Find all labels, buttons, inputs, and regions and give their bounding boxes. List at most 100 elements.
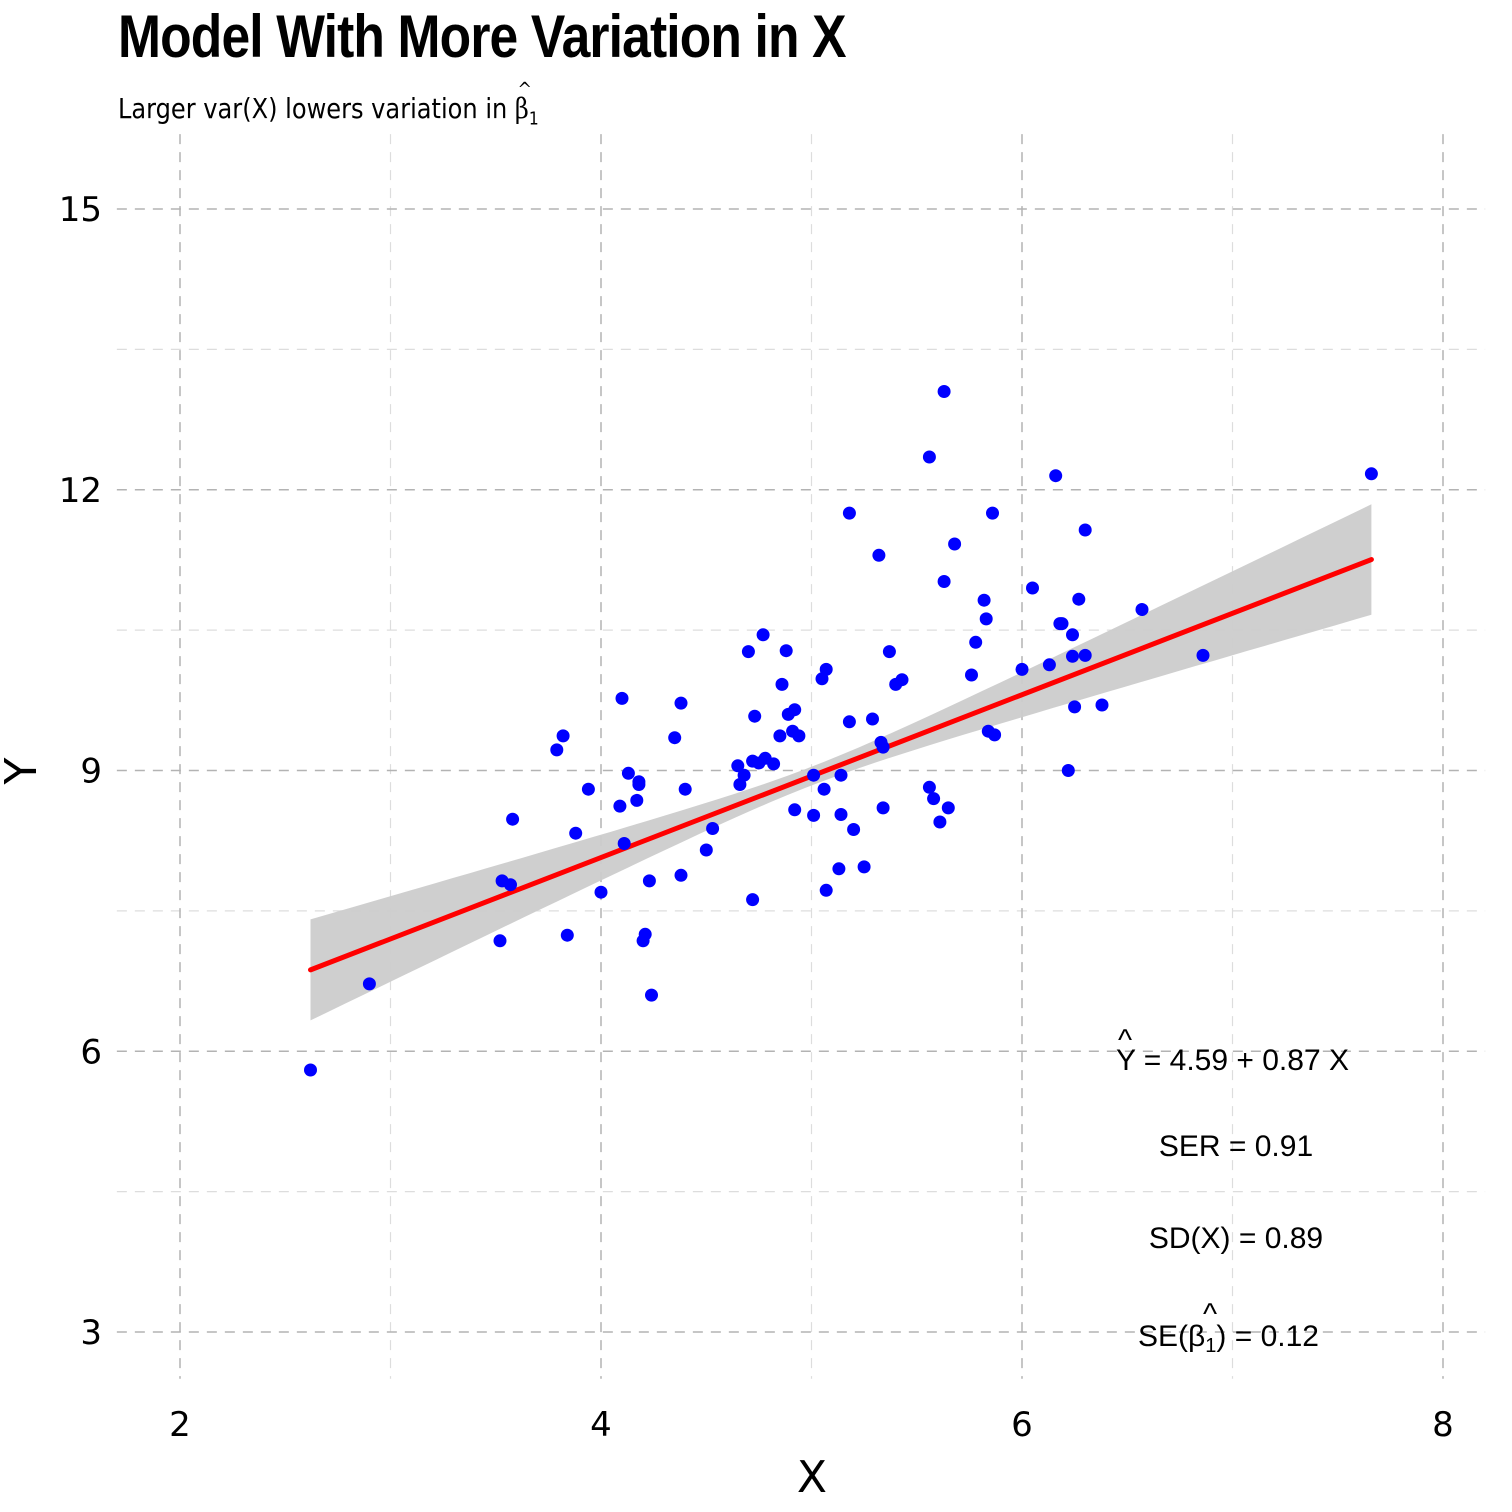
regression-line: [308, 557, 1374, 973]
y-tick-label-1: 6: [80, 1032, 102, 1072]
subtitle-text: Larger var(X) lowers variation in: [118, 92, 515, 125]
data-point-27: [699, 843, 713, 857]
data-point-78: [969, 635, 983, 649]
grid-minor: [116, 134, 1486, 1379]
data-point-59: [847, 823, 861, 836]
data-point-87: [1049, 469, 1063, 483]
data-point-16: [630, 793, 644, 807]
data-point-22: [645, 988, 658, 1002]
data-point-20: [638, 927, 652, 941]
data-point-4: [504, 878, 517, 892]
data-point-33: [746, 893, 760, 907]
data-point-29: [731, 759, 745, 773]
data-point-41: [775, 677, 789, 691]
data-point-26: [678, 782, 692, 796]
data-point-73: [937, 575, 951, 588]
data-point-98: [1135, 603, 1149, 616]
data-point-1: [362, 977, 376, 991]
data-point-7: [556, 729, 570, 743]
y-tick-labels: 3 6 9 12 15: [59, 190, 102, 1353]
data-point-61: [866, 712, 879, 726]
data-point-60: [857, 860, 871, 874]
annotation-equation-rhs: = 4.59 + 0.87 X: [1135, 1044, 1349, 1077]
data-point-51: [817, 782, 831, 796]
data-point-42: [779, 644, 793, 658]
data-point-64: [876, 740, 890, 754]
x-tick-label-1: 4: [590, 1405, 612, 1445]
annotation-seb: SE(β1) = 0.12: [1138, 1320, 1319, 1357]
data-point-35: [748, 709, 762, 723]
data-point-69: [922, 780, 936, 794]
subtitle-subscript: 1: [528, 108, 539, 130]
data-point-5: [506, 812, 520, 826]
data-point-12: [613, 799, 627, 813]
data-point-85: [1026, 581, 1039, 595]
data-point-25: [674, 868, 688, 882]
data-point-24: [674, 696, 688, 710]
data-point-54: [832, 862, 846, 876]
data-point-86: [1042, 658, 1056, 672]
grid-major: [116, 134, 1486, 1379]
regression-annotations: ^ Y = 4.59 + 0.87 X SER = 0.91 SD(X) = 0…: [1116, 1024, 1349, 1357]
data-point-96: [1078, 648, 1092, 662]
chart-title: Model With More Variation in X: [118, 3, 847, 70]
annotation-seb-suffix: ) = 0.12: [1216, 1320, 1319, 1353]
annotation-ser: SER = 0.91: [1159, 1130, 1313, 1163]
subtitle-hat-glyph: ^: [517, 77, 532, 101]
data-point-23: [668, 731, 682, 745]
data-point-45: [788, 803, 802, 817]
data-point-21: [642, 874, 656, 888]
y-axis-title: Y: [0, 757, 47, 785]
data-point-83: [988, 728, 1002, 742]
data-point-94: [1072, 592, 1086, 606]
data-point-10: [581, 782, 595, 796]
data-point-100: [1364, 467, 1378, 481]
data-point-28: [706, 822, 720, 835]
data-point-70: [922, 450, 936, 464]
data-point-58: [842, 715, 856, 729]
data-point-52: [819, 662, 833, 676]
data-point-32: [741, 645, 755, 659]
data-point-77: [965, 668, 978, 682]
data-point-46: [788, 703, 802, 717]
data-point-39: [767, 757, 781, 771]
data-point-53: [819, 883, 833, 897]
annotation-seb-subscript: 1: [1205, 1335, 1216, 1357]
data-point-92: [1066, 649, 1079, 663]
data-point-18: [632, 775, 646, 789]
data-point-11: [594, 885, 608, 899]
subtitle-beta-hat: ^ β: [514, 77, 532, 125]
x-tick-labels: 2 4 6 8: [169, 1405, 1454, 1445]
data-point-6: [550, 743, 564, 757]
x-axis-title: X: [797, 1452, 827, 1503]
y-tick-label-4: 15: [59, 190, 102, 230]
data-point-79: [977, 593, 991, 607]
data-point-99: [1196, 648, 1210, 662]
data-point-0: [304, 1063, 317, 1077]
data-point-49: [807, 808, 821, 822]
data-point-89: [1055, 617, 1069, 631]
data-point-97: [1095, 698, 1109, 712]
annotation-equation-hat: ^: [1118, 1024, 1132, 1057]
data-point-9: [569, 826, 583, 840]
data-point-40: [773, 729, 787, 743]
y-tick-label-0: 3: [80, 1313, 102, 1353]
x-tick-label-2: 6: [1011, 1405, 1033, 1445]
fit-line: [308, 557, 1374, 973]
data-point-82: [986, 506, 999, 520]
data-point-2: [493, 934, 507, 948]
annotation-equation: Y = 4.59 + 0.87 X: [1116, 1044, 1349, 1077]
annotation-equation-lhs: Y: [1116, 1044, 1136, 1077]
data-point-56: [834, 768, 848, 782]
x-tick-label-3: 8: [1432, 1405, 1454, 1445]
data-point-75: [941, 801, 955, 815]
y-tick-label-3: 12: [59, 471, 102, 511]
data-point-31: [737, 768, 751, 782]
data-point-8: [560, 928, 574, 942]
data-point-90: [1061, 764, 1075, 777]
subtitle-beta-symbol: β: [514, 92, 529, 125]
annotation-sdx: SD(X) = 0.89: [1149, 1222, 1323, 1255]
data-point-84: [1015, 662, 1029, 676]
annotation-seb-hat: ^: [1203, 1298, 1217, 1331]
